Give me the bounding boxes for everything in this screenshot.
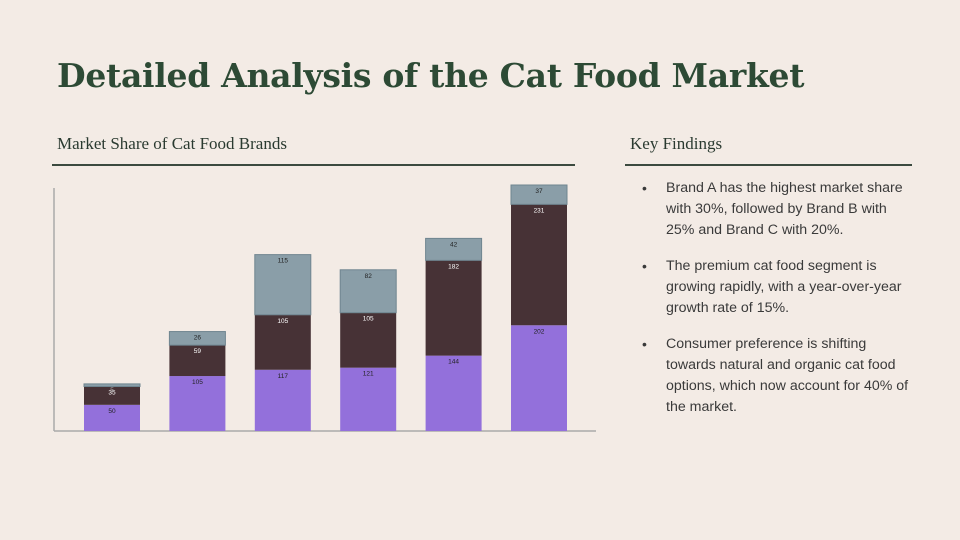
stacked-bar-chart: 50 355 105 59 26 117 105 115 121 105 82 144 182 42 202… — [53, 184, 596, 432]
bar-segment — [84, 386, 140, 405]
finding-item: • Consumer preference is shifting towards… — [640, 334, 910, 418]
bar-value-label: 105 — [363, 316, 374, 323]
bar-segment — [168, 331, 226, 346]
bar-segment — [83, 383, 141, 388]
bar-segment — [425, 237, 483, 261]
bar-segment — [425, 260, 482, 356]
findings-heading: Key Findings — [630, 134, 723, 153]
bar-value-label: 105 — [277, 318, 288, 325]
bar-value-label: 26 — [194, 335, 202, 342]
finding-item: • The premium cat food segment is growing… — [640, 256, 910, 319]
bar-segment — [169, 376, 226, 431]
bullet-icon: • — [642, 180, 647, 196]
bar-value-label: 37 — [535, 188, 543, 195]
bar-value-label: 121 — [363, 371, 374, 378]
bullet-icon: • — [642, 336, 647, 352]
bar-segment — [340, 367, 397, 431]
findings-heading-divider — [625, 164, 912, 166]
bar-segment — [84, 404, 140, 431]
finding-text: The premium cat food segment is growing … — [666, 258, 902, 316]
bar-value-label: 182 — [448, 263, 459, 270]
bar-segment — [511, 204, 567, 326]
bar-value-label: 105 — [192, 379, 203, 386]
bar-value-label: 82 — [365, 273, 373, 280]
bar-segment — [254, 369, 311, 431]
bullet-icon: • — [642, 258, 647, 274]
bar-segment — [254, 314, 311, 370]
bar-segment — [425, 355, 482, 431]
bar-value-label: 117 — [278, 373, 289, 380]
chart-heading: Market Share of Cat Food Brands — [57, 134, 287, 153]
bar-segment — [169, 345, 226, 377]
key-findings-list: • Brand A has the highest market share wi… — [640, 178, 910, 433]
bar-segment — [339, 269, 397, 314]
bar-value-label: 202 — [534, 328, 545, 335]
bar-segment — [511, 325, 567, 431]
bar-value-label: 50 — [108, 408, 116, 415]
finding-item: • Brand A has the highest market share wi… — [640, 178, 910, 241]
bar-value-label: 59 — [194, 348, 202, 355]
bar-value-label: 35 — [108, 390, 116, 397]
bar-value-label: 5 — [110, 387, 114, 394]
bar-value-label: 231 — [534, 207, 545, 214]
bar-segment — [254, 254, 312, 316]
bar-value-label: 144 — [448, 359, 459, 366]
bar-segment — [340, 312, 397, 368]
bar-segment — [510, 184, 568, 205]
bar-value-label: 42 — [450, 241, 458, 248]
finding-text: Brand A has the highest market share wit… — [666, 180, 903, 238]
slide-title: Detailed Analysis of the Cat Food Market — [57, 56, 805, 95]
finding-text: Consumer preference is shifting towards … — [666, 336, 909, 415]
chart-heading-divider — [52, 164, 575, 166]
bar-value-label: 115 — [278, 258, 289, 265]
